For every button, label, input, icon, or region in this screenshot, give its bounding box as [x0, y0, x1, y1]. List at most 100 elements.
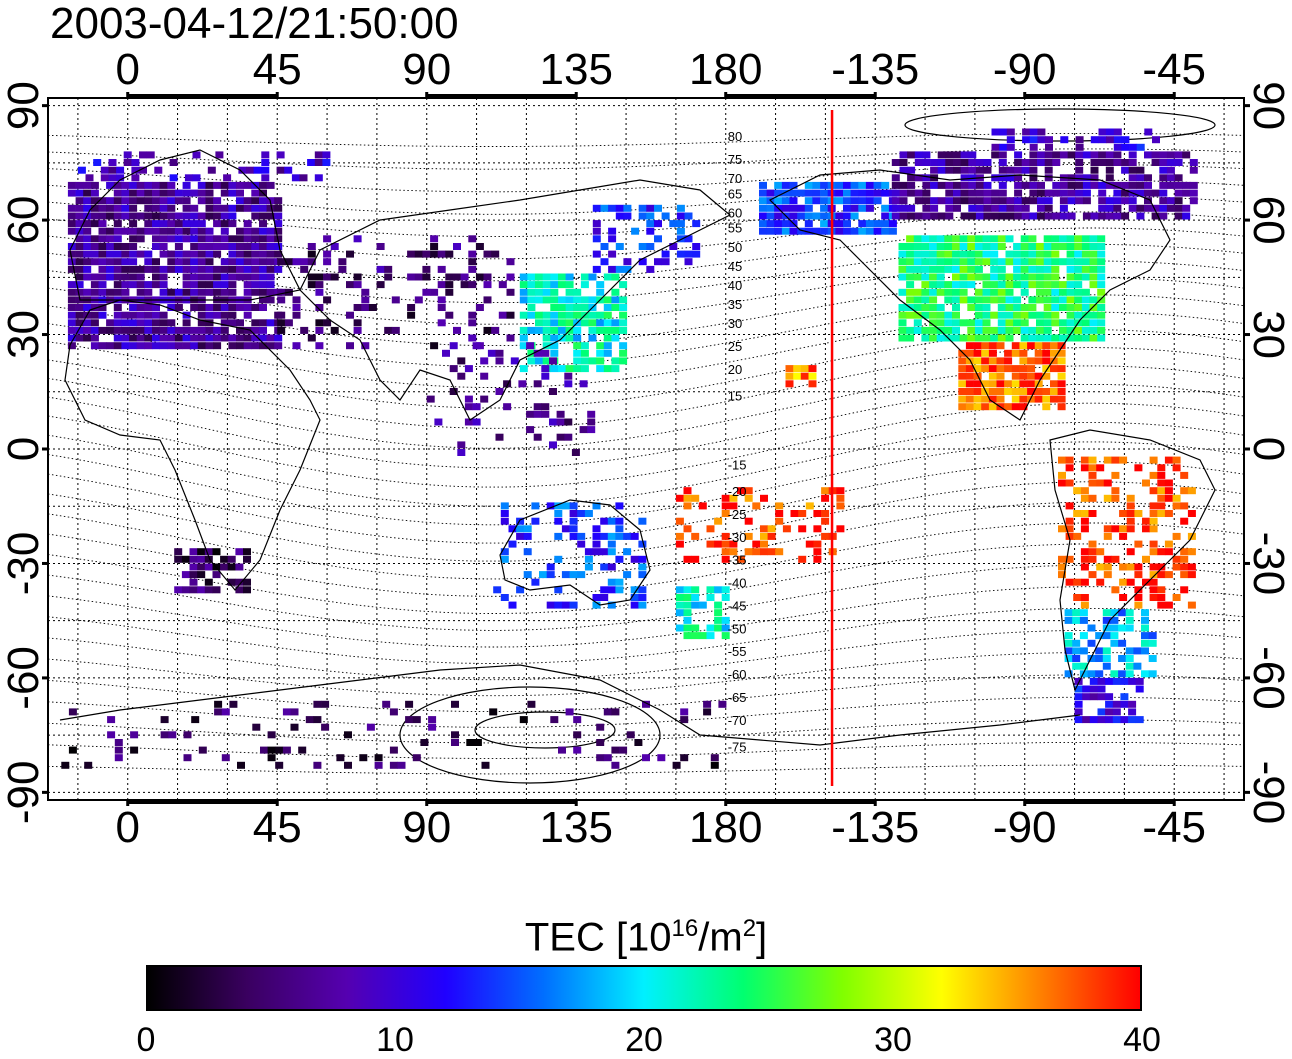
tec-point [813, 540, 822, 548]
tec-point [930, 197, 939, 205]
tec-point [1064, 639, 1073, 647]
tec-point [113, 281, 122, 289]
tec-point [952, 258, 960, 266]
tec-point [952, 296, 960, 304]
tec-point [90, 212, 99, 220]
tec-point [1119, 594, 1128, 601]
tec-point [1075, 174, 1084, 182]
tec-point [430, 250, 439, 258]
tec-point [228, 189, 237, 197]
tec-point [752, 502, 761, 510]
tec-point [759, 212, 767, 220]
tec-point [451, 739, 459, 746]
tec-point [90, 334, 99, 342]
tec-point [592, 502, 601, 510]
tec-point [1029, 166, 1038, 174]
tec-point [159, 243, 168, 250]
tec-point [600, 594, 609, 601]
tec-point [1187, 487, 1196, 495]
left-lat-label: -30 [0, 532, 48, 596]
tec-point [546, 571, 555, 579]
tec-point [1066, 296, 1075, 304]
tec-point [1189, 181, 1198, 189]
tec-point [228, 250, 237, 258]
tec-point [676, 227, 685, 235]
tec-point [929, 334, 938, 342]
tec-point [789, 227, 798, 235]
tec-point [800, 365, 809, 373]
tec-point [1074, 258, 1083, 266]
tec-point [266, 204, 275, 212]
tec-point [981, 365, 990, 373]
tec-point [767, 548, 776, 556]
tec-point [721, 510, 730, 517]
tec-point [596, 281, 605, 289]
tec-point [922, 151, 931, 159]
tec-point [638, 586, 647, 594]
tec-point [236, 319, 244, 327]
tec-point [945, 166, 954, 174]
tec-point [793, 372, 802, 380]
tec-point [623, 212, 632, 220]
tec-point [1180, 517, 1189, 525]
tec-point [376, 281, 385, 289]
tec-point [881, 220, 890, 228]
tec-point [959, 281, 968, 289]
tec-point [1096, 578, 1105, 586]
tec-point [1064, 655, 1073, 662]
tec-point [1075, 151, 1084, 159]
tec-point [1075, 197, 1084, 205]
tec-point [703, 708, 712, 716]
tec-point [561, 502, 570, 510]
tec-point [526, 426, 535, 434]
tec-point [1059, 304, 1067, 311]
tec-point [1059, 334, 1067, 342]
tec-point [323, 250, 332, 258]
tec-point [1112, 716, 1121, 724]
tec-point [991, 212, 1000, 220]
tec-point [914, 197, 923, 205]
tec-point [1066, 288, 1075, 296]
tec-point [1057, 388, 1066, 395]
tec-point [227, 555, 236, 563]
tec-point [116, 174, 125, 182]
tec-point [98, 227, 107, 235]
tec-point [353, 281, 362, 289]
tec-point [899, 166, 908, 174]
tec-point [683, 594, 692, 601]
tec-point [90, 235, 99, 243]
tec-point [228, 334, 237, 342]
tec-point [213, 265, 222, 273]
tec-point [1142, 479, 1150, 487]
tec-point [1157, 548, 1166, 556]
tec-point [1182, 212, 1191, 220]
tec-point [960, 212, 969, 220]
tec-point [983, 181, 992, 189]
tec-point [721, 532, 730, 540]
tec-point [1097, 319, 1106, 327]
tec-point [804, 204, 813, 212]
tec-point [1037, 159, 1045, 166]
tec-point [412, 716, 421, 724]
tec-point [1019, 349, 1028, 357]
tec-point [1081, 265, 1090, 273]
tec-point [804, 212, 813, 220]
tec-point [588, 311, 597, 319]
tec-point [445, 273, 454, 281]
tec-point [1087, 624, 1096, 632]
tec-point [420, 739, 429, 746]
tec-point [680, 754, 689, 762]
tec-point [843, 197, 851, 205]
tec-point [205, 319, 214, 327]
tec-point [527, 296, 536, 304]
tec-point [1172, 456, 1181, 464]
tec-point [603, 304, 612, 311]
tec-point [836, 494, 845, 502]
tec-point [812, 197, 821, 205]
tec-point [1164, 601, 1173, 609]
tec-point [843, 181, 851, 189]
tec-point [891, 197, 900, 205]
tec-point [1134, 510, 1143, 517]
tec-point [565, 334, 574, 342]
tec-point [527, 288, 536, 296]
